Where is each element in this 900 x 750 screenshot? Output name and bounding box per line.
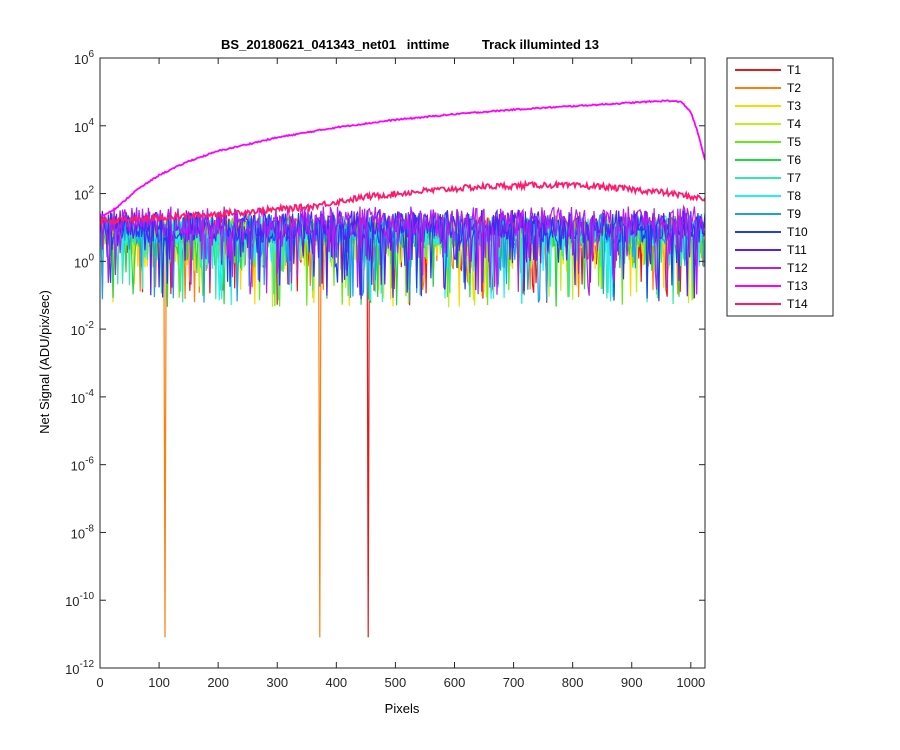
- x-tick-label: 300: [266, 675, 288, 690]
- y-axis-label: Net Signal (ADU/pix/sec): [37, 290, 52, 434]
- x-tick-label: 200: [207, 675, 229, 690]
- axes-frame: [99, 57, 706, 669]
- y-tick-label: 10-2: [71, 320, 95, 338]
- legend-item-t9: T9: [735, 207, 801, 221]
- legend-item-t11: T11: [735, 243, 807, 257]
- legend-item-t2: T2: [735, 81, 801, 95]
- legend-box: [726, 57, 834, 317]
- x-tick-label: 700: [503, 675, 525, 690]
- y-tick-label: 10-12: [65, 659, 94, 677]
- y-tick-label: 106: [74, 49, 94, 67]
- series-line-t12: [100, 204, 705, 296]
- legend-label: T13: [787, 279, 808, 293]
- legend-item-t12: T12: [735, 261, 808, 275]
- x-tick-label: 600: [444, 675, 466, 690]
- legend-label: T8: [787, 189, 801, 203]
- y-tick-label: 10-10: [65, 591, 94, 609]
- legend-item-t4: T4: [735, 117, 801, 131]
- legend-label: T6: [787, 153, 801, 167]
- legend-label: T4: [787, 117, 801, 131]
- legend-item-t6: T6: [735, 153, 801, 167]
- y-tick-label: 100: [74, 252, 94, 270]
- x-tick-label: 400: [325, 675, 347, 690]
- legend-item-t7: T7: [735, 171, 801, 185]
- legend-item-t14: T14: [735, 297, 808, 311]
- legend-item-t1: T1: [735, 63, 801, 77]
- x-tick-label: 1000: [676, 675, 705, 690]
- y-tick-label: 10-8: [71, 523, 95, 541]
- y-ticks: 106 104 102 100 10-2 10-4 10-6 10-8 10-10 10-12: [65, 49, 705, 677]
- legend-label: T14: [787, 297, 808, 311]
- legend-label: T11: [787, 243, 807, 257]
- series-line-t13: [100, 99, 705, 218]
- legend-label: T3: [787, 99, 801, 113]
- legend-label: T2: [787, 81, 801, 95]
- x-tick-label: 100: [148, 675, 170, 690]
- y-tick-label: 102: [74, 185, 94, 203]
- chart-title: BS_20180621_041343_net01 inttime Track i…: [221, 37, 599, 52]
- legend-item-t10: T10: [735, 225, 808, 239]
- series-line-t14: [100, 179, 705, 226]
- legend: T1 T2 T3 T4 T5 T6 T7 T8 T9 T10 T11 T12 T13 T14: [726, 57, 834, 317]
- legend-label: T1: [787, 63, 801, 77]
- x-axis-label: Pixels: [385, 701, 420, 716]
- x-tick-label: 500: [385, 675, 407, 690]
- y-tick-label: 104: [74, 117, 94, 135]
- legend-label: T10: [787, 225, 808, 239]
- x-tick-label: 800: [562, 675, 584, 690]
- x-ticks: 0 100 200 300 400 500 600 700 800 900 1000: [96, 58, 705, 690]
- legend-item-t13: T13: [735, 279, 808, 293]
- y-tick-label: 10-6: [71, 456, 95, 474]
- legend-label: T7: [787, 171, 801, 185]
- legend-label: T9: [787, 207, 801, 221]
- legend-item-t5: T5: [735, 135, 801, 149]
- legend-label: T5: [787, 135, 801, 149]
- legend-label: T12: [787, 261, 808, 275]
- y-tick-label: 10-4: [71, 388, 95, 406]
- plot-border: [99, 57, 706, 669]
- x-tick-label: 0: [96, 675, 103, 690]
- x-tick-label: 900: [621, 675, 643, 690]
- legend-item-t3: T3: [735, 99, 801, 113]
- legend-item-t8: T8: [735, 189, 801, 203]
- plot-area: [100, 99, 705, 638]
